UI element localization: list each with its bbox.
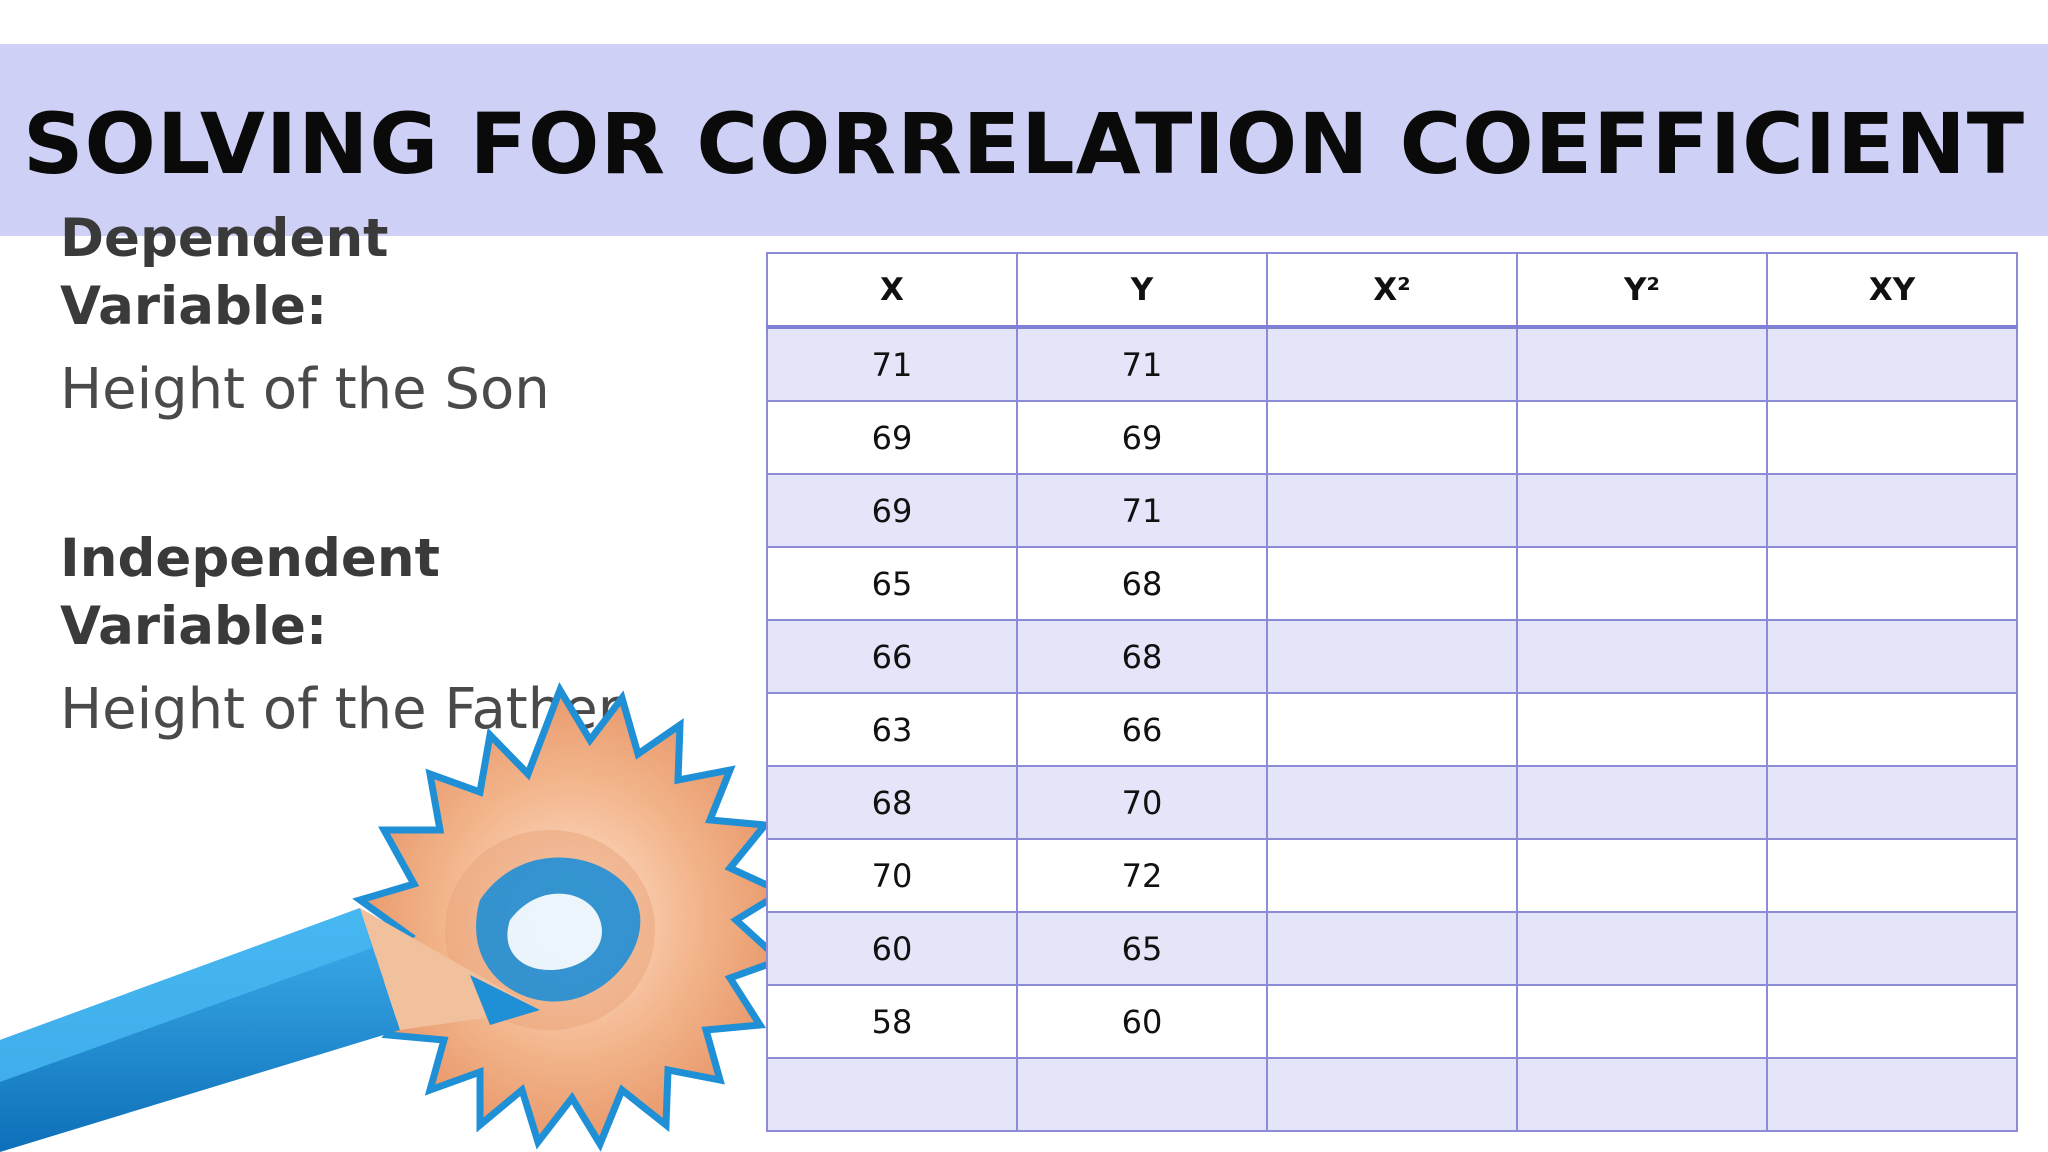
table-row: 63 66 [766,692,2018,767]
table-header-row: X Y X² Y² XY [766,252,2018,329]
table-cell [1766,1057,2018,1132]
table-cell [1516,911,1768,986]
table-cell [1266,911,1518,986]
variables-panel: Dependent Variable: Height of the Son In… [60,205,740,747]
pencil-shavings-icon [0,682,780,1152]
table-cell [1516,765,1768,840]
table-row: 71 71 [766,326,2018,402]
table-cell: 72 [1016,838,1268,913]
table-cell [1766,473,2018,548]
table-cell [1266,984,1518,1059]
table-cell: 69 [766,473,1018,548]
column-header: Y [1016,252,1268,329]
table-cell [1516,838,1768,913]
table-cell [1516,400,1768,475]
column-header: X [766,252,1018,329]
table-cell [1266,546,1518,621]
independent-heading: Independent Variable: [60,525,740,661]
table-cell [1266,765,1518,840]
dependent-heading: Dependent Variable: [60,205,740,341]
table-cell [1766,765,2018,840]
table-row: 69 69 [766,400,2018,475]
table-cell [1266,692,1518,767]
table-row: 60 65 [766,911,2018,986]
table-cell: 70 [1016,765,1268,840]
table-row: 58 60 [766,984,2018,1059]
dependent-value: Height of the Son [60,357,550,422]
table-cell: 71 [1016,326,1268,402]
independent-value: Height of the Father [60,677,621,742]
table-cell [1266,400,1518,475]
dependent-heading-line2: Variable: [60,276,328,337]
data-table: X Y X² Y² XY 71 71 69 69 69 71 65 68 66 68 63 66 68 70 70 7… [766,252,2018,1132]
table-cell [1766,911,2018,986]
table-cell [766,1057,1018,1132]
table-cell [1516,1057,1768,1132]
table-cell [1516,619,1768,694]
table-cell [1766,400,2018,475]
table-cell [1266,326,1518,402]
table-cell: 69 [1016,400,1268,475]
table-cell: 70 [766,838,1018,913]
table-cell: 65 [1016,911,1268,986]
table-cell [1016,1057,1268,1132]
table-cell [1766,619,2018,694]
table-cell [1516,692,1768,767]
independent-heading-line2: Variable: [60,596,328,657]
table-cell: 66 [766,619,1018,694]
table-cell: 68 [1016,546,1268,621]
table-cell: 66 [1016,692,1268,767]
table-cell: 58 [766,984,1018,1059]
table-cell [1766,838,2018,913]
dependent-heading-line1: Dependent [60,208,389,269]
table-cell [1766,984,2018,1059]
data-table-wrapper: X Y X² Y² XY 71 71 69 69 69 71 65 68 66 68 63 66 68 70 70 7… [766,252,2018,1132]
table-cell [1266,838,1518,913]
independent-heading-line1: Independent [60,528,440,589]
column-header: Y² [1516,252,1768,329]
table-cell [1516,326,1768,402]
table-row: 66 68 [766,619,2018,694]
table-cell [1766,326,2018,402]
table-cell [1266,1057,1518,1132]
slide-title: SOLVING FOR CORRELATION COEFFICIENT [23,95,2025,193]
table-cell: 68 [766,765,1018,840]
table-cell: 69 [766,400,1018,475]
table-cell [1516,546,1768,621]
table-cell: 60 [766,911,1018,986]
table-row [766,1057,2018,1132]
table-cell [1516,984,1768,1059]
column-header: X² [1266,252,1518,329]
table-row: 65 68 [766,546,2018,621]
table-cell: 63 [766,692,1018,767]
table-row: 70 72 [766,838,2018,913]
title-band [0,44,2048,236]
table-row: 69 71 [766,473,2018,548]
table-cell [1266,473,1518,548]
table-cell [1766,692,2018,767]
table-cell: 60 [1016,984,1268,1059]
table-cell [1516,473,1768,548]
table-cell: 71 [1016,473,1268,548]
table-body: 71 71 69 69 69 71 65 68 66 68 63 66 68 70 70 72 60 65 58 60 [766,326,2018,1132]
table-cell [1266,619,1518,694]
table-cell: 65 [766,546,1018,621]
table-cell: 71 [766,326,1018,402]
table-cell: 68 [1016,619,1268,694]
table-cell [1766,546,2018,621]
column-header: XY [1766,252,2018,329]
table-row: 68 70 [766,765,2018,840]
